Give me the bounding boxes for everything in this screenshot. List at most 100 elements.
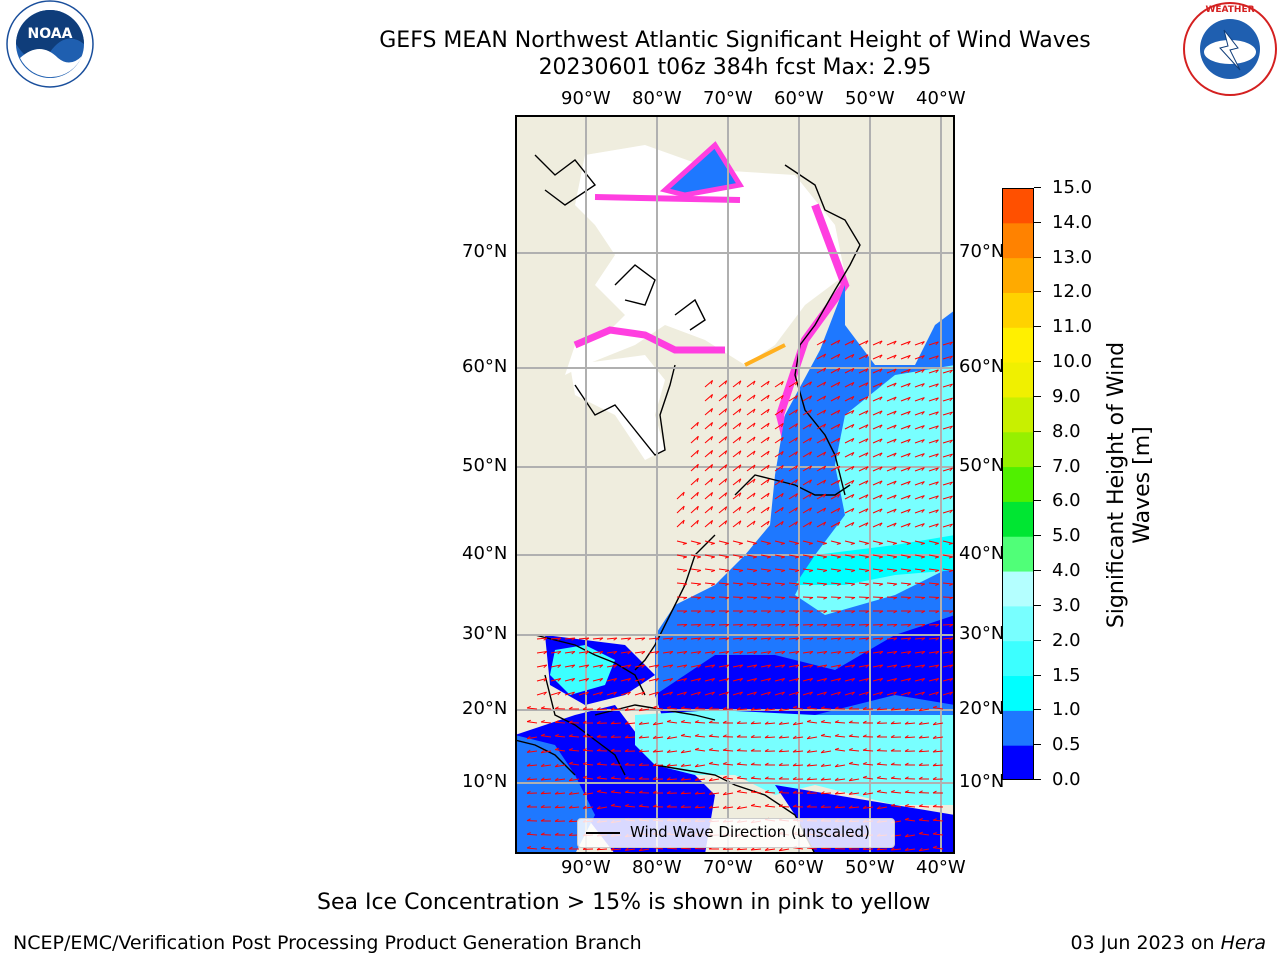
colorbar-segment [1002,327,1034,363]
wind-wave-arrow [849,792,860,795]
wind-wave-arrow-head [627,691,631,696]
wind-wave-arrow-head [708,761,714,765]
wind-wave-arrow [536,651,547,654]
wind-wave-arrow [718,554,729,558]
wind-wave-arrow-head [949,523,953,528]
wind-wave-arrow-head [624,803,629,807]
wind-wave-arrow-head [722,720,727,724]
wind-wave-arrow-head [932,721,937,726]
wind-wave-arrow [834,721,846,724]
wind-wave-arrow-head [907,481,911,485]
wind-wave-arrow-head [795,678,800,682]
wind-wave-arrow-head [823,664,828,668]
wind-wave-arrow [816,554,827,558]
wind-wave-arrow [942,509,953,514]
wind-wave-arrow-head [823,465,827,470]
wind-wave-arrow [536,678,547,682]
wind-wave-arrow [942,651,953,654]
wind-wave-arrow [900,568,911,571]
wind-wave-arrow-head [610,847,615,851]
wind-wave-arrow [653,750,664,753]
wind-wave-arrow-head [890,748,895,752]
wind-wave-arrow-head [949,664,954,668]
wind-wave-arrow-head [526,749,531,753]
wind-wave-arrow-head [848,706,853,710]
wind-wave-arrow [718,380,728,388]
wind-wave-arrow [550,678,561,682]
wind-wave-arrow-head [904,803,909,807]
wind-wave-arrow [872,354,883,360]
wind-wave-arrow-head [766,506,770,512]
wind-wave-arrow-head [697,637,702,641]
wind-wave-arrow-head [823,409,827,414]
wind-wave-arrow [905,805,916,808]
wind-wave-arrow [858,438,869,444]
wind-wave-arrow [858,664,869,668]
wind-wave-arrow [844,540,855,544]
wind-wave-arrow-head [585,691,589,696]
wind-wave-arrow [774,568,785,571]
wind-wave-arrow [830,582,842,585]
wind-wave-arrow [835,749,846,752]
wind-wave-arrow-head [739,678,744,682]
wind-wave-arrow-head [724,464,728,469]
wind-wave-arrow [858,678,869,682]
wind-wave-arrow [760,582,772,585]
wind-wave-arrow-head [724,569,730,573]
wind-wave-arrow-head [921,495,925,499]
wind-wave-arrow-head [624,735,629,739]
wind-wave-arrow-head [892,569,898,573]
wind-wave-arrow-head [781,381,784,386]
lat-label-left: 20°N [462,698,508,719]
wind-wave-arrow [569,749,580,752]
wind-wave-arrow-head [696,422,699,427]
wind-wave-arrow-head [710,394,714,399]
wind-wave-arrow-head [890,734,895,738]
wind-wave-arrow [746,623,758,626]
wind-wave-arrow [704,478,713,486]
wind-wave-arrow-head [949,453,953,458]
wind-wave-arrow [807,764,818,767]
wind-wave-arrow-head [890,789,895,793]
lat-label-right: 20°N [959,698,1005,719]
wind-wave-arrow [704,408,713,416]
wind-wave-arrow-head [554,777,559,781]
wind-wave-arrow-head [820,804,825,808]
noaa-text: NOAA [28,26,73,42]
wind-wave-arrow-head [540,804,545,808]
wind-wave-arrow-head [680,733,686,737]
lon-label-top: 90°W [561,88,611,109]
wind-wave-arrow-head [540,719,545,723]
colorbar-tick-label: 5.0 [1052,525,1081,547]
wind-wave-arrow-head [935,523,939,528]
wind-wave-arrow-head [837,610,842,614]
colorbar-tick-mark [1034,465,1041,467]
wind-wave-arrow-head [554,818,559,822]
wind-wave-arrow-head [724,408,728,413]
wind-wave-arrow-head [764,790,769,793]
wind-wave-arrow [904,791,916,794]
wind-wave-arrow-head [809,610,814,614]
wind-wave-arrow-head [724,542,729,545]
colorbar-tick-label: 13.0 [1052,246,1093,268]
wind-wave-arrow-head [809,423,812,428]
wind-wave-arrow-head [879,508,883,513]
wind-wave-arrow [564,664,575,668]
wind-wave-arrow [849,749,860,752]
wind-wave-arrow [942,481,953,486]
wind-wave-arrow-head [879,624,884,628]
wind-wave-arrow-head [820,733,826,737]
wind-wave-arrow [872,637,883,640]
wind-wave-arrow [886,678,897,682]
wind-wave-arrow [732,422,742,430]
wind-wave-arrow-head [526,719,532,723]
wind-wave-arrow-head [808,556,813,559]
colorbar-tick-label: 14.0 [1052,211,1093,233]
wind-wave-arrow [638,750,650,753]
wind-wave-arrow [611,848,622,851]
wind-wave-arrow [900,368,911,374]
wind-wave-arrow-head [738,408,742,413]
wind-wave-arrow-head [794,569,800,573]
wind-wave-arrow [928,369,939,374]
wind-wave-arrow-head [683,637,688,641]
